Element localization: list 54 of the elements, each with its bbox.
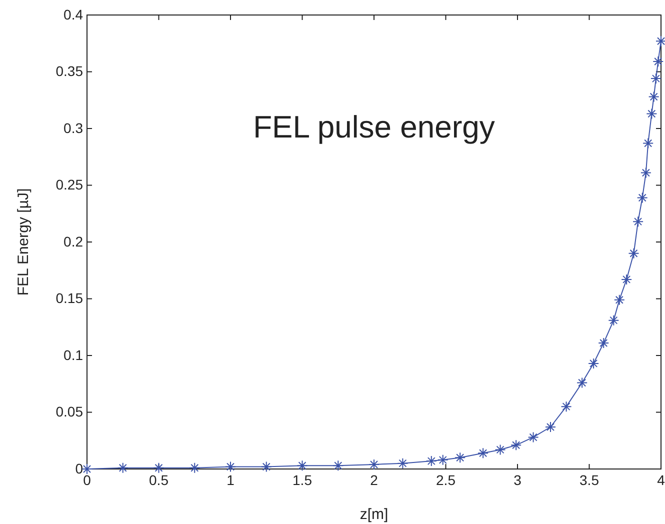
point — [640, 167, 652, 178]
point — [545, 422, 556, 433]
point — [608, 314, 620, 326]
y-tick-label: 0.4 — [64, 6, 84, 22]
text: FEL pulse energy — [253, 110, 496, 145]
point — [598, 338, 610, 349]
point — [189, 462, 200, 474]
point — [494, 444, 506, 456]
point — [636, 192, 648, 204]
point — [650, 73, 662, 84]
point — [588, 358, 600, 369]
point — [368, 458, 380, 470]
x-axis-title: z[m] — [360, 506, 388, 523]
y-tick-label: 0.1 — [64, 346, 84, 363]
point — [82, 464, 92, 474]
y-tick-label: 0.2 — [64, 233, 84, 250]
point — [397, 458, 408, 469]
point — [153, 462, 164, 474]
y-tick-label: 0.35 — [56, 63, 84, 80]
point — [632, 216, 644, 228]
point — [648, 91, 660, 102]
y-tick-label: 0.05 — [56, 404, 84, 420]
point — [652, 56, 664, 68]
x-tick-label: 2 — [370, 472, 378, 488]
y-tick-label: 0 — [75, 460, 84, 476]
point — [117, 462, 128, 474]
y-tick-label: 0.25 — [56, 176, 84, 193]
x-tick-label: 2.5 — [436, 472, 456, 488]
point — [454, 452, 466, 464]
point — [478, 448, 489, 459]
point — [642, 138, 654, 149]
x-tick-label: 4 — [657, 472, 665, 488]
x-tick-label: 3 — [514, 472, 522, 488]
point — [332, 460, 344, 472]
x-tick-label: 1.5 — [292, 472, 312, 488]
point — [225, 461, 236, 472]
point — [426, 456, 437, 467]
point — [296, 460, 308, 472]
point — [646, 108, 658, 120]
point — [628, 248, 640, 259]
point — [437, 454, 448, 466]
x-tick-label: 0.5 — [149, 472, 169, 488]
point — [576, 377, 588, 388]
point — [560, 401, 572, 412]
y-axis-title: FEL Energy [µJ] — [15, 188, 32, 296]
point — [528, 432, 539, 443]
x-tick-label: 3.5 — [580, 472, 600, 488]
point — [621, 274, 632, 285]
x-tick-label: 1 — [226, 472, 235, 488]
y-tick-label: 0.3 — [64, 120, 84, 136]
point — [614, 294, 625, 306]
y-tick-label: 0.15 — [56, 290, 84, 306]
point — [510, 440, 522, 451]
point — [260, 461, 272, 472]
